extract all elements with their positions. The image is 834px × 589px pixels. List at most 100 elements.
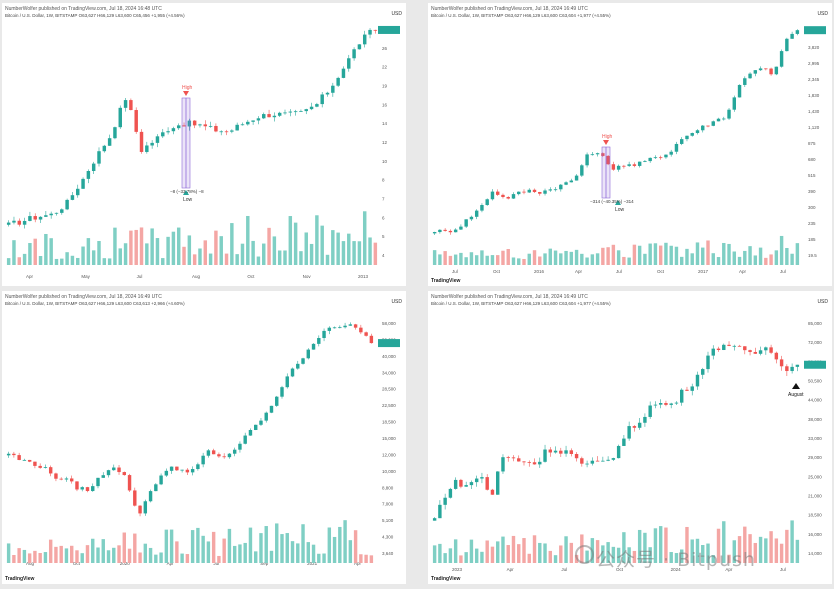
volume-bar	[485, 255, 489, 265]
candle-body	[254, 424, 258, 430]
candle-body	[443, 497, 447, 505]
candle-body	[190, 469, 195, 473]
volume-bar	[622, 256, 626, 265]
high-label: High	[602, 134, 613, 140]
time-tick-label: Oct	[247, 274, 255, 279]
volume-bar	[60, 258, 64, 265]
volume-bar	[208, 253, 213, 265]
candle-body	[22, 459, 27, 461]
volume-bar	[553, 555, 558, 563]
candle-body	[27, 459, 32, 462]
candle-body	[538, 192, 542, 194]
candle-body	[155, 136, 160, 143]
price-tick-label: 6	[382, 215, 385, 220]
candle-body	[60, 209, 64, 213]
candle-body	[230, 130, 234, 132]
volume-bar	[353, 530, 358, 563]
candle-body	[674, 402, 679, 404]
time-tick-label: 2024	[671, 567, 682, 572]
high-arrow-icon	[183, 91, 189, 96]
candle-body	[214, 125, 218, 132]
candle-body	[453, 479, 458, 489]
candle-body	[6, 222, 11, 225]
volume-bar	[643, 253, 647, 265]
volume-bar	[695, 538, 700, 563]
candle-body	[432, 232, 437, 234]
volume-bar	[785, 529, 789, 563]
volume-bar	[795, 243, 800, 265]
volume-bar	[117, 545, 121, 563]
volume-bar	[590, 254, 595, 265]
candle-body	[248, 429, 253, 436]
volume-bar	[331, 230, 335, 265]
volume-bar	[219, 236, 223, 265]
time-tick-label: 2020	[120, 561, 131, 566]
time-tick-label: Oct	[657, 269, 665, 274]
candle-body	[33, 216, 37, 220]
volume-bar	[277, 250, 282, 265]
price-tick-label: 185	[808, 237, 816, 242]
volume-bar	[769, 531, 773, 563]
volume-bar	[711, 555, 715, 563]
currency-label: USD	[391, 299, 402, 305]
candle-body	[171, 128, 176, 132]
candle-body	[748, 73, 752, 79]
volume-bar	[48, 539, 53, 563]
candle-body	[113, 127, 117, 139]
volume-bar	[203, 240, 208, 265]
price-tick-label: 16	[382, 102, 388, 107]
volume-bar	[553, 250, 558, 265]
candle-body	[65, 199, 69, 210]
volume-bar	[17, 257, 22, 265]
volume-bar	[161, 258, 165, 265]
volume-bar	[347, 233, 351, 265]
volume-bar	[769, 254, 773, 265]
volume-bar	[227, 528, 232, 563]
candle-body	[348, 324, 353, 326]
volume-bar	[559, 545, 563, 563]
price-tick-label: 10,000	[382, 469, 396, 474]
volume-bar	[511, 257, 516, 265]
candle-body	[637, 422, 642, 428]
candle-body	[206, 450, 211, 456]
candle-body	[299, 111, 303, 112]
last-price-badge	[804, 360, 826, 369]
candle-body	[474, 478, 479, 483]
time-tick-label: Jul	[452, 269, 458, 274]
volume-bar	[91, 538, 95, 563]
volume-bar	[118, 248, 122, 265]
candle-body	[159, 475, 163, 485]
time-tick-label: Oct	[493, 269, 501, 274]
chart-canvas[interactable]: 85,00072,00059,00050,50044,00038,00033,0…	[428, 291, 832, 584]
candle-body	[779, 51, 784, 67]
candle-body	[716, 348, 721, 351]
candle-body	[76, 188, 80, 196]
drawdown-measure-label: −314 (−40.35%) −314	[590, 199, 634, 204]
candle-body	[674, 143, 679, 152]
watermark: 公众号 · Bitpush	[596, 549, 756, 571]
candle-body	[48, 467, 53, 474]
candle-body	[543, 190, 547, 194]
chart-canvas[interactable]: 58,00050,00040,00034,00028,50022,50018,5…	[2, 291, 406, 584]
candle-body	[70, 478, 74, 482]
volume-bar	[75, 550, 79, 563]
volume-bar	[139, 227, 144, 265]
volume-bar	[107, 258, 112, 265]
volume-bar	[185, 554, 190, 563]
volume-bar	[49, 238, 53, 265]
chart-canvas[interactable]: 4,8933,8202,9952,3451,8301,4301,12087568…	[428, 3, 832, 286]
chart-canvas[interactable]: 302622191614121087654AprMayJulAugOctNov2…	[2, 3, 406, 286]
volume-bar	[311, 544, 316, 563]
volume-bar	[175, 541, 179, 563]
volume-bar	[716, 528, 721, 563]
candle-body	[185, 469, 190, 473]
volume-bar	[33, 238, 37, 265]
volume-bar	[701, 247, 705, 265]
candle-body	[653, 404, 658, 406]
price-tick-label: 8	[382, 178, 385, 183]
volume-bar	[44, 233, 48, 265]
volume-bar	[22, 253, 27, 265]
candle-body	[701, 369, 705, 375]
candle-body	[732, 345, 736, 347]
price-tick-label: 33,000	[808, 436, 822, 441]
